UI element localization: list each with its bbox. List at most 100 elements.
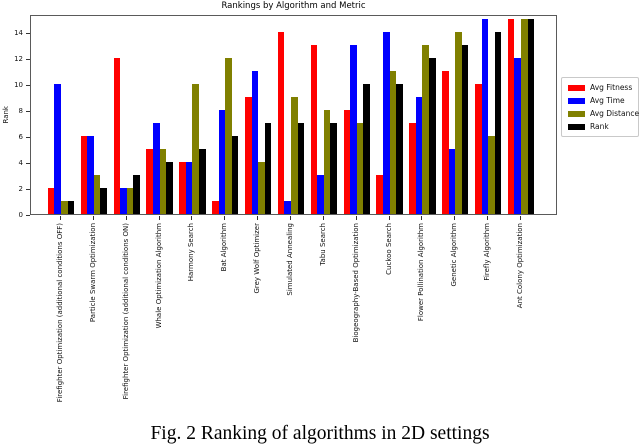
bar-avg-time (350, 45, 357, 214)
bar-avg-time (120, 188, 127, 214)
x-tick-label: Grey Wolf Optimizer (253, 223, 262, 294)
legend-label: Rank (590, 122, 609, 131)
bar-avg-fitness (113, 58, 121, 214)
bar-avg-fitness (244, 97, 252, 214)
x-tick-label: Bat Algorithm (220, 223, 229, 272)
x-tick-mark (388, 216, 390, 220)
bar-avg-fitness (310, 45, 318, 214)
bar-avg-distance (323, 110, 331, 214)
bar-avg-time (448, 149, 456, 214)
bar-avg-distance (455, 32, 462, 214)
bar-avg-time (514, 58, 521, 214)
y-tick-label: 4 (18, 159, 23, 168)
y-tick-label: 0 (18, 211, 23, 219)
x-tick-label: Firefighter Optimization (additional con… (56, 223, 64, 403)
bar-avg-distance (192, 84, 200, 214)
legend-item-rank: Rank (568, 122, 632, 131)
bar-rank (363, 84, 370, 214)
bar-rank (199, 149, 206, 214)
bar-avg-distance (422, 45, 430, 214)
x-tick-mark (421, 216, 423, 220)
bar-avg-time (284, 201, 291, 214)
bar-rank (494, 32, 502, 214)
bar-avg-fitness (146, 149, 153, 214)
bar-avg-fitness (376, 175, 383, 214)
x-tick-mark (125, 216, 127, 220)
legend-item-avg-time: Avg Time (568, 96, 632, 105)
bar-rank (461, 45, 469, 214)
y-tick-mark (26, 162, 30, 164)
x-tick-mark (191, 216, 193, 220)
x-tick-label: Whale Optimization Algorithm (154, 223, 163, 329)
x-tick-mark (487, 216, 489, 220)
x-tick-mark (355, 216, 357, 220)
x-tick-mark (224, 216, 226, 220)
bar-avg-distance (225, 58, 232, 214)
bar-avg-time (87, 136, 94, 214)
plot-area (30, 15, 557, 215)
bar-rank (100, 188, 108, 214)
bar-avg-time (218, 110, 226, 214)
bar-avg-distance (126, 188, 134, 214)
y-tick-label: 6 (18, 133, 23, 142)
bar-avg-fitness (507, 19, 515, 214)
bar-avg-fitness (343, 110, 351, 214)
legend: Avg Fitness Avg Time Avg Distance Rank (561, 77, 639, 137)
x-tick-label: Cuckoo Search (384, 223, 393, 275)
bar-avg-distance (389, 71, 397, 214)
bar-avg-time (54, 84, 61, 214)
y-tick-label: 12 (14, 55, 23, 64)
y-tick-mark (26, 84, 30, 86)
x-tick-mark (60, 216, 61, 220)
y-tick-label: 10 (14, 81, 23, 90)
legend-swatch (568, 84, 585, 91)
legend-item-avg-fitness: Avg Fitness (568, 83, 632, 92)
x-tick-label: Ant Colony Optimization (516, 223, 524, 309)
bar-rank (166, 162, 173, 214)
bar-avg-distance (258, 162, 265, 214)
bar-avg-time (382, 32, 390, 214)
bar-avg-fitness (442, 71, 449, 214)
bar-avg-time (251, 71, 259, 214)
figure-caption: Fig. 2 Ranking of algorithms in 2D setti… (150, 423, 490, 444)
x-tick-mark (158, 216, 160, 220)
x-tick-mark (257, 216, 259, 220)
y-tick-mark (26, 214, 30, 216)
x-tick-label: Firefighter Optimization (additional con… (121, 223, 130, 400)
x-tick-mark (454, 216, 456, 220)
y-tick-label: 8 (18, 107, 23, 116)
x-tick-label: Simulated Annealing (286, 223, 294, 296)
legend-swatch (568, 97, 585, 104)
x-tick-mark (92, 216, 94, 220)
x-tick-label: Flower Pollination Algorithm (417, 223, 426, 322)
legend-label: Avg Fitness (590, 83, 633, 92)
x-tick-mark (520, 216, 521, 220)
x-tick-label: Tabu Search (318, 223, 327, 266)
bar-avg-distance (488, 136, 495, 214)
chart-title: Rankings by Algorithm and Metric (221, 1, 366, 11)
x-tick-mark (322, 216, 324, 220)
bar-avg-time (152, 123, 160, 214)
legend-label: Avg Distance (590, 109, 640, 118)
bar-rank (396, 84, 403, 214)
bar-rank (231, 136, 239, 214)
bar-avg-fitness (212, 201, 219, 214)
x-tick-label: Firefly Algorithm (483, 223, 492, 281)
y-tick-mark (26, 110, 30, 112)
y-tick-mark (26, 58, 30, 60)
bar-avg-time (185, 162, 193, 214)
x-tick-mark (290, 216, 291, 220)
bar-avg-distance (93, 175, 101, 214)
bar-rank (429, 58, 436, 214)
y-tick-mark (26, 136, 30, 138)
bar-rank (133, 175, 140, 214)
y-tick-label: 14 (14, 29, 23, 38)
bar-rank (330, 123, 338, 214)
bar-avg-time (415, 97, 423, 214)
bar-rank (67, 201, 75, 214)
x-tick-label: Harmony Search (187, 223, 196, 282)
legend-swatch (568, 123, 585, 130)
bar-avg-distance (291, 97, 298, 214)
y-tick-mark (26, 32, 30, 34)
